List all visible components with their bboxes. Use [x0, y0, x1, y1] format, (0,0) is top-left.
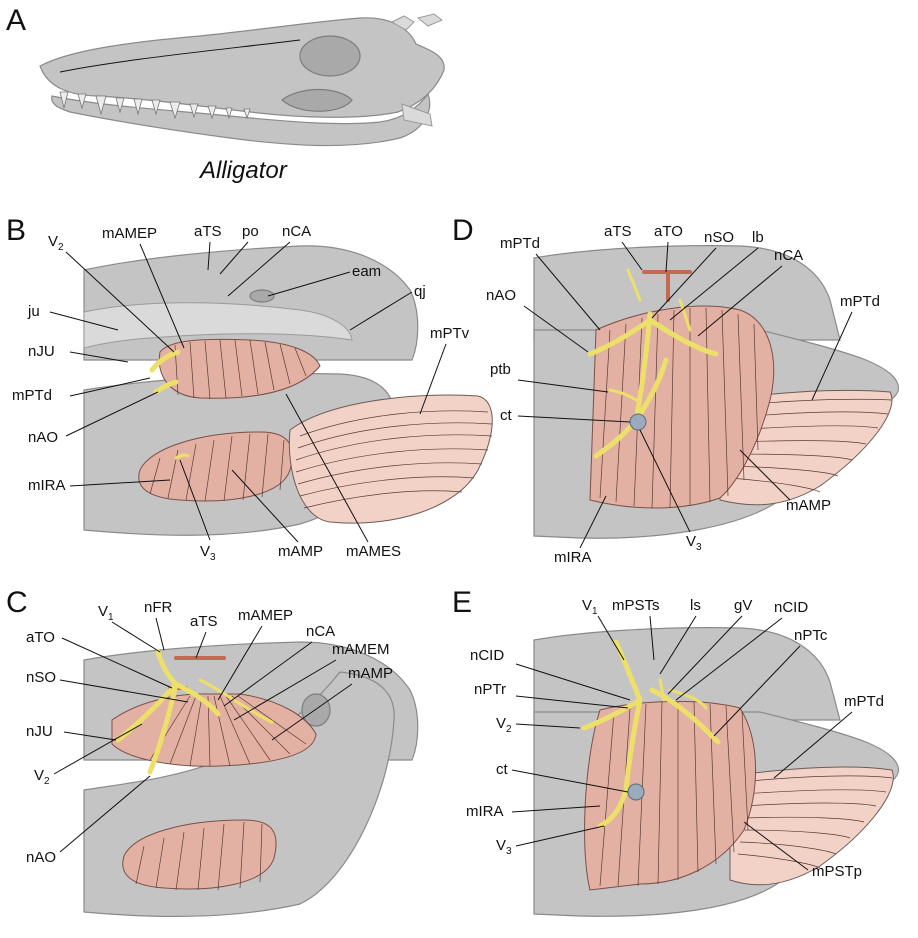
- label-mamp: mAMP: [278, 543, 323, 560]
- panel-e: E: [452, 586, 900, 917]
- label-nca: nCA: [306, 623, 335, 640]
- panel-e-nerves: [581, 639, 721, 829]
- label-nptr: nPTr: [474, 681, 506, 698]
- label-ju: ju: [27, 303, 40, 320]
- label-mamp: mAMP: [786, 497, 831, 514]
- label-nao: nAO: [26, 849, 56, 866]
- label-v2: V2: [496, 715, 512, 735]
- panel-e-letter: E: [452, 586, 472, 619]
- label-mamp: mAMP: [348, 665, 393, 682]
- label-nso: nSO: [704, 229, 734, 246]
- label-qj: qj: [414, 283, 426, 300]
- label-po: po: [242, 223, 259, 240]
- label-nao: nAO: [486, 287, 516, 304]
- label-ptb: ptb: [490, 361, 511, 378]
- label-mira: mIRA: [28, 477, 66, 494]
- label-ato: aTO: [654, 223, 683, 240]
- label-ats: aTS: [194, 223, 222, 240]
- label-v3: V3: [686, 533, 702, 553]
- taxon-caption: Alligator: [198, 157, 288, 184]
- panel-d-ganglion: [629, 413, 647, 431]
- label-mpstp: mPSTp: [812, 863, 862, 880]
- label-mptd2: mPTd: [840, 293, 880, 310]
- label-mptv: mPTv: [430, 325, 470, 342]
- label-mira: mIRA: [466, 803, 504, 820]
- label-lb: lb: [752, 229, 764, 246]
- label-mamem: mAMEM: [332, 641, 390, 658]
- label-ncid: nCID: [774, 599, 808, 616]
- label-ato: aTO: [26, 629, 55, 646]
- label-v2: V2: [48, 233, 64, 253]
- label-nso: nSO: [26, 669, 56, 686]
- label-nca: nCA: [282, 223, 311, 240]
- panel-d-muscles: [589, 305, 893, 509]
- panel-d-letter: D: [452, 214, 474, 247]
- panel-b: B: [6, 214, 493, 563]
- label-nfr: nFR: [144, 599, 173, 616]
- panel-c-muscles: [111, 693, 317, 891]
- label-ls: ls: [690, 597, 701, 614]
- label-ats: aTS: [190, 613, 218, 630]
- label-mames: mAMES: [346, 543, 401, 560]
- panel-c: C: [6, 586, 419, 917]
- label-mpsts: mPSTs: [612, 597, 660, 614]
- label-ct: ct: [500, 407, 513, 424]
- panel-e-labels: V1 mPSTs ls gV nCID nCID nPTc nPTr mPTd …: [466, 597, 884, 880]
- panel-a-letter: A: [6, 4, 26, 37]
- panel-b-labels: V2 mAMEP aTS po nCA eam qj ju mPTv nJU m…: [12, 223, 470, 563]
- panel-d-labels: mPTd aTS aTO nSO lb nCA nAO mPTd ptb ct …: [486, 223, 880, 566]
- panel-e-ganglion: [627, 783, 645, 801]
- panel-e-muscles: [584, 700, 894, 891]
- panel-c-labels: V1 nFR aTS mAMEP aTO nCA mAMEM nSO mAMP …: [26, 599, 393, 866]
- teeth: [59, 91, 251, 120]
- label-mamep: mAMEP: [102, 225, 157, 242]
- label-mamep: mAMEP: [238, 607, 293, 624]
- label-mptd: mPTd: [844, 693, 884, 710]
- label-nao: nAO: [28, 429, 58, 446]
- panel-c-letter: C: [6, 586, 28, 619]
- label-mptd: mPTd: [500, 235, 540, 252]
- panel-c-nerves: [115, 649, 274, 775]
- label-mptd: mPTd: [12, 387, 52, 404]
- label-nptc: nPTc: [794, 627, 828, 644]
- label-v1: V1: [98, 603, 114, 623]
- label-ats: aTS: [604, 223, 632, 240]
- panel-b-nerves: [149, 349, 190, 460]
- label-v3: V3: [496, 837, 512, 857]
- label-v1: V1: [582, 597, 598, 617]
- panel-b-letter: B: [6, 214, 26, 247]
- label-gv: gV: [734, 597, 752, 614]
- label-ct: ct: [496, 761, 509, 778]
- label-nju: nJU: [28, 343, 55, 360]
- label-nju: nJU: [26, 723, 53, 740]
- label-v3: V3: [200, 543, 216, 563]
- panel-a: A: [6, 4, 445, 184]
- label-eam: eam: [352, 263, 381, 280]
- panel-d-vessels: [642, 270, 692, 302]
- label-nca: nCA: [774, 247, 803, 264]
- label-v2: V2: [34, 767, 50, 787]
- label-mira: mIRA: [554, 549, 592, 566]
- label-ncid2: nCID: [470, 647, 504, 664]
- alligator-skull: [39, 13, 445, 147]
- panel-d: D: [452, 214, 900, 566]
